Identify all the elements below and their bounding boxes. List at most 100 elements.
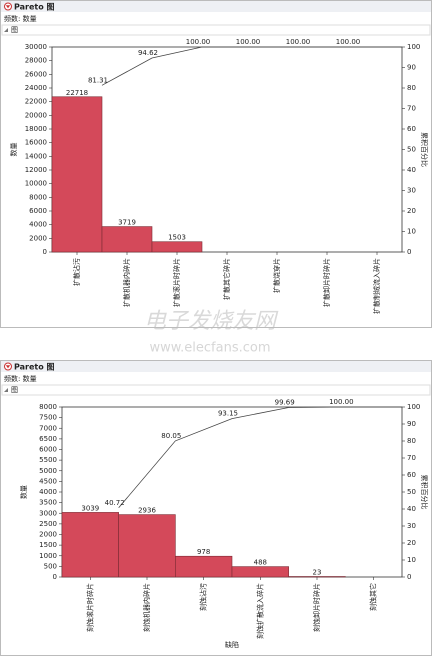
cumulative-label: 94.62 bbox=[138, 49, 158, 57]
y-tick-label: 5000 bbox=[39, 467, 57, 475]
y-tick-label: 6000 bbox=[39, 446, 57, 454]
y-tick-label: 2000 bbox=[39, 531, 57, 539]
y2-axis-title: 累积百分比 bbox=[420, 475, 429, 510]
y-tick-label: 12000 bbox=[25, 166, 47, 174]
panel-header bbox=[1, 24, 431, 36]
x-tick-label: 扩散沾污 bbox=[72, 258, 81, 286]
frequency-label: 频数: 数量 bbox=[4, 374, 37, 383]
y2-tick-label: 90 bbox=[407, 64, 416, 72]
y2-tick-label: 80 bbox=[407, 84, 416, 92]
panel-arrow bbox=[4, 28, 8, 32]
y2-tick-label: 30 bbox=[407, 187, 416, 195]
cumulative-label: 99.69 bbox=[275, 399, 295, 407]
y-tick-label: 0 bbox=[43, 248, 47, 256]
y-tick-label: 20000 bbox=[25, 111, 47, 119]
window-title: Pareto 图 bbox=[14, 363, 55, 372]
y2-tick-label: 0 bbox=[407, 248, 411, 256]
y2-tick-label: 60 bbox=[407, 471, 416, 479]
y2-tick-label: 0 bbox=[407, 573, 411, 581]
y-tick-label: 22000 bbox=[25, 98, 47, 106]
y-tick-label: 4500 bbox=[39, 477, 57, 485]
panel-title: 图 bbox=[11, 386, 18, 394]
value-label: 488 bbox=[254, 559, 267, 567]
cumulative-label: 100.00 bbox=[336, 38, 361, 46]
y-tick-label: 8000 bbox=[39, 403, 57, 411]
y2-tick-label: 70 bbox=[407, 454, 416, 462]
y-tick-label: 14000 bbox=[25, 152, 47, 160]
x-tick-label: 刻蚀扩散流入碎片 bbox=[255, 583, 264, 639]
panel-title: 图 bbox=[11, 26, 18, 34]
y2-tick-label: 40 bbox=[407, 166, 416, 174]
x-tick-label: 扩散滚片时碎片 bbox=[172, 258, 181, 307]
y2-tick-label: 20 bbox=[407, 539, 416, 547]
y2-tick-label: 100 bbox=[407, 43, 420, 51]
x-tick-label: 扩散卸片时碎片 bbox=[322, 258, 331, 307]
bar bbox=[231, 566, 289, 578]
x-tick-label: 刻蚀机器内碎片 bbox=[142, 583, 151, 632]
frequency-label: 频数: 数量 bbox=[4, 14, 37, 23]
cumulative-label: 100.00 bbox=[236, 38, 261, 46]
cumulative-label: 100.00 bbox=[329, 398, 354, 406]
x-tick-label: 刻蚀卸片时碎片 bbox=[312, 583, 321, 632]
y-tick-label: 3000 bbox=[39, 509, 57, 517]
cumulative-label: 81.31 bbox=[88, 76, 108, 84]
header-bar bbox=[1, 1, 431, 12]
y2-tick-label: 40 bbox=[407, 505, 416, 513]
bar bbox=[101, 226, 153, 253]
panel-arrow bbox=[4, 388, 8, 392]
y-axis-title: 数量 bbox=[9, 143, 18, 157]
y-tick-label: 3500 bbox=[39, 499, 57, 507]
x-tick-label: 刻蚀滚片时碎片 bbox=[85, 583, 94, 632]
y-tick-label: 7000 bbox=[39, 424, 57, 432]
cumulative-label: 80.05 bbox=[161, 432, 181, 440]
y-tick-label: 0 bbox=[53, 573, 57, 581]
x-axis-title: 缺陷 bbox=[225, 640, 239, 649]
y-tick-label: 1500 bbox=[39, 541, 57, 549]
y-tick-label: 7500 bbox=[39, 414, 57, 422]
value-label: 22718 bbox=[66, 89, 88, 97]
panel-header bbox=[1, 384, 431, 396]
panel-frame bbox=[0, 360, 432, 656]
bar bbox=[61, 512, 119, 578]
y2-tick-label: 90 bbox=[407, 420, 416, 428]
y2-tick-label: 80 bbox=[407, 437, 416, 445]
y2-axis-title: 累积百分比 bbox=[420, 132, 429, 167]
bar bbox=[151, 241, 203, 253]
y-tick-label: 8000 bbox=[29, 193, 47, 201]
disclosure-arrow bbox=[5, 5, 11, 9]
cumulative-label: 40.72 bbox=[105, 499, 125, 507]
y-tick-label: 4000 bbox=[39, 488, 57, 496]
y-tick-label: 2000 bbox=[29, 234, 47, 242]
y-tick-label: 6500 bbox=[39, 435, 57, 443]
value-label: 2936 bbox=[138, 507, 156, 515]
x-tick-label: 扩散烧穿片 bbox=[272, 258, 281, 293]
bar bbox=[51, 96, 103, 253]
y-tick-label: 500 bbox=[44, 562, 57, 570]
y2-tick-label: 10 bbox=[407, 556, 416, 564]
x-tick-label: 扩散其它碎片 bbox=[222, 258, 231, 300]
cumulative-label: 100.00 bbox=[186, 38, 211, 46]
y2-tick-label: 10 bbox=[407, 228, 416, 236]
y2-tick-label: 70 bbox=[407, 105, 416, 113]
watermark-url: www.elecfans.com bbox=[149, 341, 270, 356]
disclosure-arrow bbox=[5, 365, 11, 369]
y-tick-label: 28000 bbox=[25, 57, 47, 65]
y2-tick-label: 100 bbox=[407, 403, 420, 411]
window-title: Pareto 图 bbox=[14, 3, 55, 12]
value-label: 1503 bbox=[168, 234, 186, 242]
x-tick-label: 刻蚀其它 bbox=[369, 583, 378, 611]
y-tick-label: 4000 bbox=[29, 221, 47, 229]
y-tick-label: 6000 bbox=[29, 207, 47, 215]
value-label: 978 bbox=[197, 548, 210, 556]
y-tick-label: 24000 bbox=[25, 84, 47, 92]
y-tick-label: 18000 bbox=[25, 125, 47, 133]
header-bar bbox=[1, 361, 431, 372]
y-tick-label: 26000 bbox=[25, 70, 47, 78]
y-tick-label: 16000 bbox=[25, 139, 47, 147]
y2-tick-label: 50 bbox=[407, 146, 416, 154]
watermark: 电子发烧友网 bbox=[144, 309, 279, 334]
cumulative-label: 100.00 bbox=[286, 38, 311, 46]
cumulative-label: 93.15 bbox=[218, 410, 238, 418]
y-axis-title: 数量 bbox=[19, 485, 28, 499]
